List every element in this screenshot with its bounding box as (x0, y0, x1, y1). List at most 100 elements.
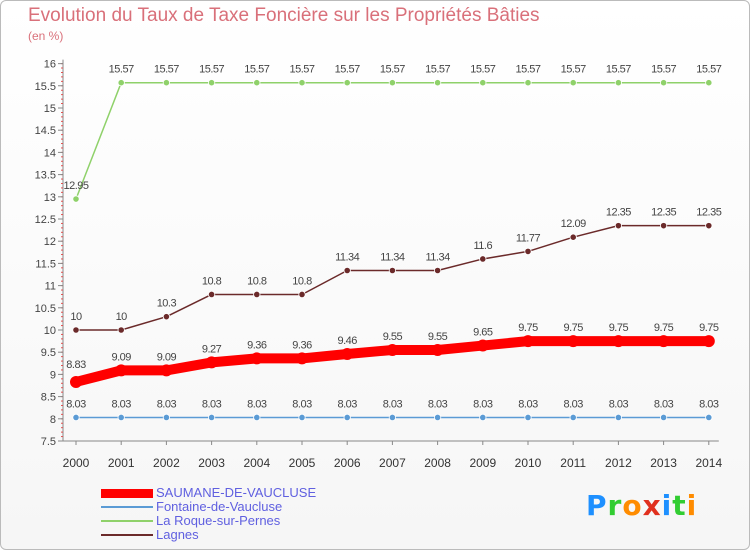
data-point (208, 79, 216, 87)
data-label: 9.46 (337, 335, 357, 347)
x-tick-label: 2000 (63, 456, 90, 470)
x-tick-label: 2002 (153, 456, 180, 470)
data-point (705, 413, 713, 422)
data-point (253, 79, 261, 87)
data-label: 15.57 (470, 64, 495, 76)
y-tick-label: 8 (50, 414, 56, 426)
data-label: 8.03 (111, 398, 131, 410)
data-point (298, 79, 306, 87)
data-label: 8.03 (337, 398, 357, 410)
data-point (386, 343, 399, 356)
data-point (479, 79, 487, 87)
data-label: 12.35 (606, 207, 631, 219)
data-label: 11.77 (516, 232, 541, 244)
data-label: 9.55 (383, 331, 403, 343)
data-label: 9.65 (473, 327, 493, 339)
data-label: 15.57 (606, 64, 631, 76)
data-label: 8.03 (292, 398, 312, 410)
data-point (433, 79, 442, 87)
data-label: 12.95 (63, 180, 88, 192)
data-label: 15.57 (109, 64, 134, 76)
data-point (205, 356, 218, 369)
data-point (569, 233, 577, 241)
data-point (162, 79, 170, 87)
data-point (479, 413, 487, 422)
data-label: 8.03 (247, 398, 267, 410)
data-point (72, 326, 80, 334)
data-label: 9.75 (609, 322, 629, 334)
data-point (659, 413, 668, 422)
x-tick-label: 2006 (334, 456, 361, 470)
x-tick-label: 2005 (289, 456, 316, 470)
data-label: 12.35 (651, 207, 676, 219)
y-tick-label: 13 (44, 192, 56, 204)
data-point (569, 413, 577, 422)
y-tick-label: 9 (50, 369, 56, 381)
legend-label: Fontaine-de-Vaucluse (156, 499, 283, 514)
data-point (298, 290, 306, 299)
data-point (522, 335, 534, 348)
data-label: 11.34 (380, 252, 405, 264)
data-label: 8.03 (654, 398, 674, 410)
data-point (117, 79, 125, 87)
data-point (72, 413, 80, 422)
legend-item: Fontaine-de-Vaucluse (101, 500, 401, 514)
x-tick-label: 2009 (469, 456, 496, 470)
data-label: 10.3 (157, 298, 177, 310)
data-point (117, 413, 125, 422)
data-point (117, 326, 125, 334)
x-tick-label: 2003 (198, 456, 225, 470)
data-point (162, 313, 170, 321)
data-label: 8.83 (66, 359, 86, 371)
data-label: 8.03 (563, 398, 583, 410)
data-point (659, 79, 668, 87)
data-point (569, 79, 577, 87)
chart-subtitle: (en %) (28, 29, 64, 43)
data-label: 15.57 (380, 64, 405, 76)
data-label: 8.03 (428, 398, 448, 410)
series-line-3 (75, 224, 710, 331)
y-tick-label: 15.5 (35, 81, 56, 93)
data-label: 15.57 (515, 64, 540, 76)
y-tick-label: 9.5 (41, 347, 56, 359)
data-label: 9.09 (111, 351, 131, 363)
x-tick-label: 2007 (379, 456, 406, 470)
brand-letter: i (661, 489, 673, 522)
data-point (702, 335, 715, 348)
x-tick-label: 2004 (243, 456, 270, 470)
x-tick-label: 2010 (515, 456, 542, 470)
y-tick-label: 11 (45, 281, 56, 293)
legend-label: La Roque-sur-Pernes (156, 513, 281, 528)
data-label: 10.8 (202, 275, 222, 287)
data-label: 15.57 (651, 64, 676, 76)
x-tick-label: 2008 (424, 456, 451, 470)
data-point (162, 413, 170, 422)
data-label: 9.36 (247, 339, 267, 351)
data-label: 8.03 (473, 398, 493, 410)
data-point (250, 352, 263, 365)
data-point (343, 413, 351, 422)
data-label: 15.57 (199, 64, 224, 76)
data-point (296, 352, 308, 365)
data-point (431, 343, 444, 356)
data-label: 8.03 (609, 398, 629, 410)
y-tick-label: 12 (44, 236, 56, 248)
data-label: 9.75 (699, 322, 719, 334)
data-point (388, 266, 396, 275)
x-tick-label: 2012 (605, 456, 632, 470)
data-point (253, 290, 261, 299)
data-label: 11.34 (425, 252, 450, 264)
data-point (614, 222, 623, 230)
data-label: 9.75 (518, 322, 538, 334)
data-label: 10.8 (247, 275, 267, 287)
data-point (705, 222, 713, 230)
legend-swatch (101, 534, 153, 536)
y-tick-label: 15 (44, 103, 56, 115)
data-label: 8.03 (518, 398, 538, 410)
legend-swatch (101, 520, 153, 522)
data-label: 15.57 (244, 64, 269, 76)
data-label: 9.36 (292, 339, 312, 351)
y-tick-label: 10 (44, 325, 56, 337)
legend-label: SAUMANE-DE-VAUCLUSE (156, 485, 317, 500)
